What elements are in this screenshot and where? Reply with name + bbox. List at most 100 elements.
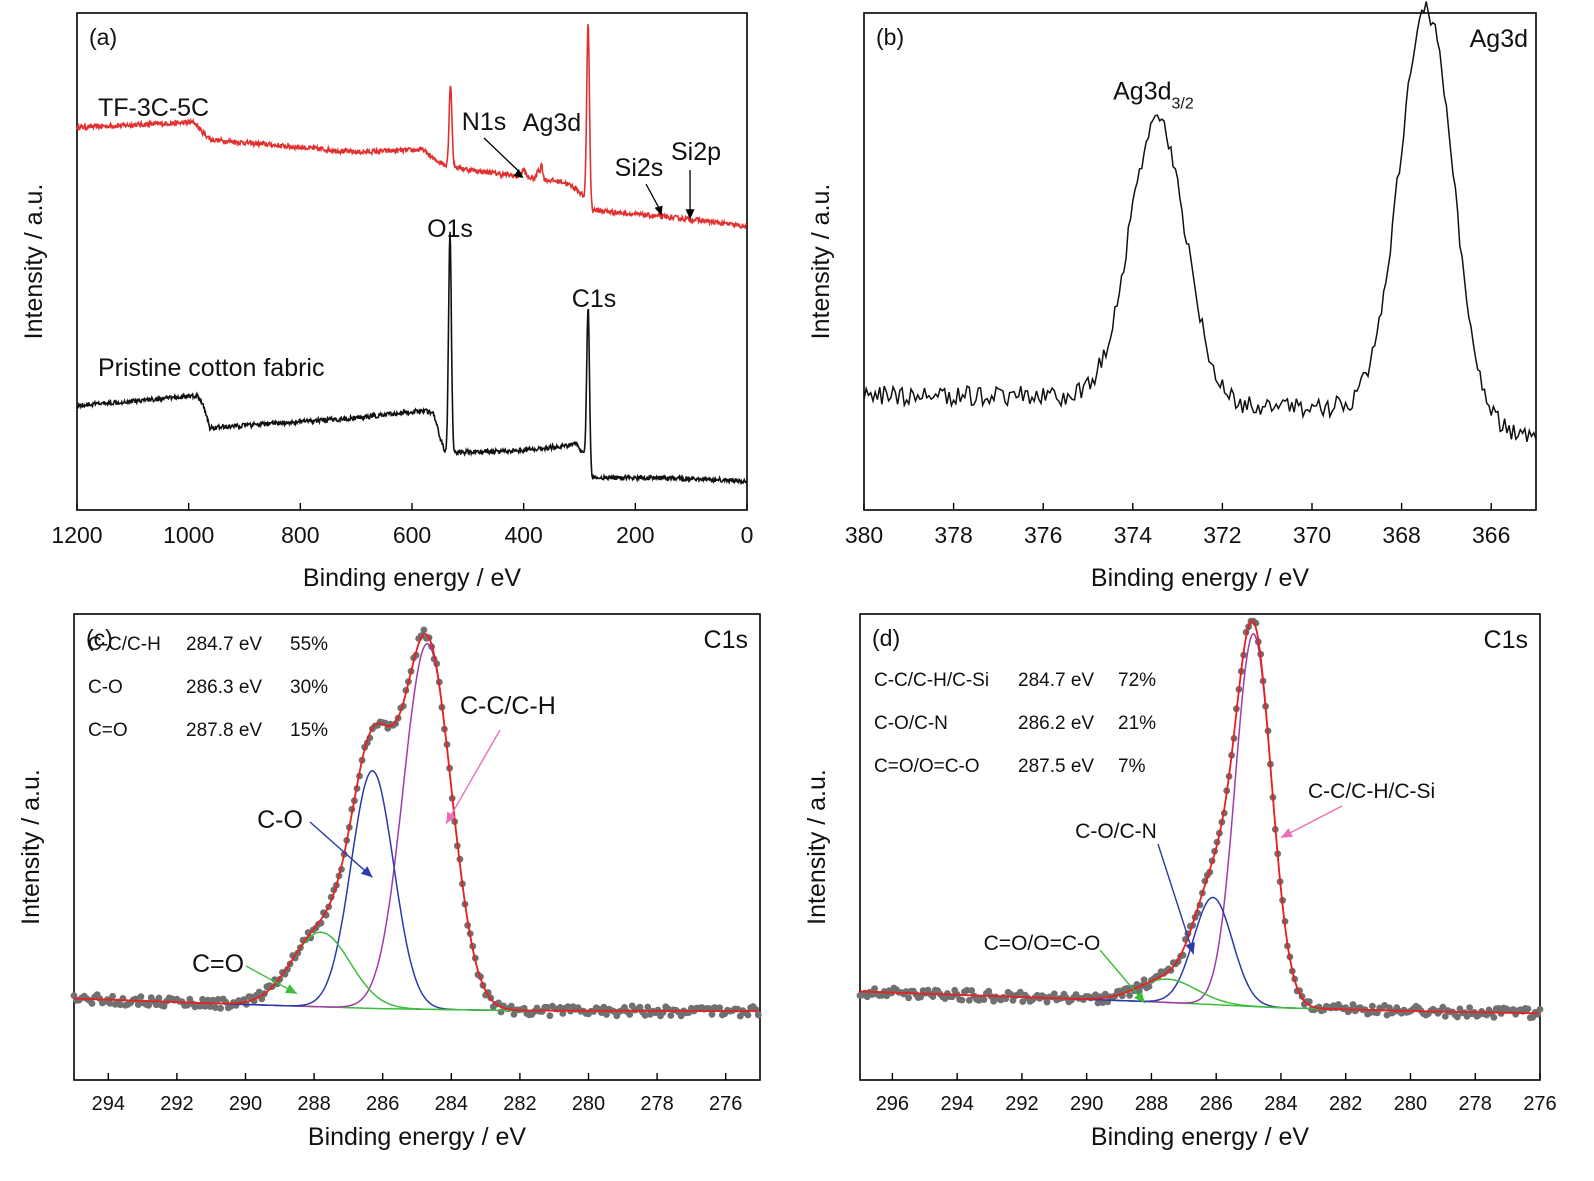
annotation-arrow: [1099, 949, 1146, 1004]
data-point: [1466, 1004, 1473, 1011]
data-point: [1536, 1006, 1544, 1013]
data-point: [626, 1011, 634, 1018]
y-axis-label: Intensity / a.u.: [17, 769, 45, 925]
legend-table-cell: 15%: [290, 720, 328, 741]
y-axis-label: Intensity / a.u.: [803, 769, 831, 925]
x-tick-label: 278: [1459, 1093, 1492, 1115]
data-point: [88, 1000, 96, 1007]
peak-annotation: C=O/O=C-O: [984, 932, 1101, 955]
data-point: [507, 1002, 515, 1010]
x-tick-label: 290: [229, 1093, 262, 1115]
y-axis-label: Intensity / a.u.: [20, 184, 48, 340]
peak-annotation: C-C/C-H: [460, 692, 556, 720]
x-tick-label: 276: [1523, 1093, 1556, 1115]
panel-c-c1s-pristine: 294 292 290 288 286 284 282 280 278 276 Binding en…: [17, 613, 762, 1151]
legend-table-cell: C-O/C-N: [874, 713, 948, 734]
data-point: [917, 993, 925, 1001]
annotation-arrow: [445, 729, 501, 825]
plot-frame: [76, 12, 748, 511]
data-point: [958, 996, 966, 1004]
data-point: [556, 1004, 564, 1011]
peak-annotation: Ag3d5/2: [1382, 0, 1463, 3]
chart-title: C1s: [1484, 626, 1528, 654]
data-point: [708, 1010, 716, 1018]
x-tick-label: 294: [940, 1093, 973, 1115]
legend-table-cell: 287.5 eV: [1018, 756, 1094, 777]
data-point: [1145, 983, 1153, 990]
peak-annotation: N1s: [462, 108, 506, 136]
data-point: [667, 1012, 675, 1019]
data-point: [109, 992, 116, 1000]
x-tick-label: 370: [1293, 522, 1331, 548]
data-point: [199, 995, 207, 1003]
x-tick-label: 292: [1005, 1093, 1038, 1115]
chart-title: C1s: [704, 626, 748, 654]
annotation-arrow: [1280, 805, 1343, 839]
data-point: [1386, 1004, 1393, 1012]
data-point: [965, 996, 973, 1004]
data-point: [736, 1012, 744, 1020]
data-point: [212, 1004, 219, 1011]
data-point: [1140, 976, 1148, 984]
data-point: [106, 1000, 114, 1007]
arrow-head: [1134, 991, 1145, 1004]
peak-annotation: C-O: [257, 806, 303, 834]
x-tick-label: 276: [709, 1093, 742, 1115]
data-point: [160, 1002, 168, 1010]
arrow-head: [1280, 828, 1294, 838]
data-point: [543, 1003, 551, 1011]
panel-b-ag3d-spectrum: 380 378 376 374 372 370 368 366 Binding energy /…: [807, 0, 1537, 592]
y-axis-label: Intensity / a.u.: [807, 184, 835, 340]
data-point: [1126, 992, 1133, 999]
panel-label: (d): [872, 625, 900, 651]
series-label: TF-3C-5C: [98, 94, 209, 122]
x-tick-label: 280: [1394, 1093, 1427, 1115]
data-point: [204, 996, 212, 1004]
x-tick-label: 282: [1329, 1093, 1362, 1115]
x-axis-label: Binding energy / eV: [303, 564, 522, 592]
data-point: [905, 994, 912, 1002]
x-tick-label: 296: [876, 1093, 909, 1115]
data-point: [134, 1001, 142, 1008]
data-point: [1016, 988, 1024, 996]
peak-annotation-main: Ag3d: [1113, 78, 1171, 106]
data-point: [214, 996, 222, 1003]
panel-d-c1s-treated: 296 294 292 290 288 286 284 282 280 278 276 Binding…: [803, 613, 1557, 1151]
data-point: [1369, 1002, 1376, 1010]
data-point: [559, 1010, 567, 1017]
x-tick-label: 376: [1024, 522, 1062, 548]
data-point: [636, 1003, 644, 1011]
x-tick-label: 286: [366, 1093, 399, 1115]
peak-annotation-sub: 5/2: [1440, 0, 1462, 3]
data-point: [217, 1004, 225, 1012]
data-point: [1123, 985, 1131, 992]
annotation-arrow: [1157, 843, 1195, 955]
x-axis-label: Binding energy / eV: [1091, 564, 1310, 592]
data-point: [183, 1001, 191, 1009]
data-point: [644, 1003, 652, 1011]
legend-table-cell: 30%: [290, 677, 328, 698]
legend-table-cell: C=O: [88, 720, 128, 741]
arrow-head: [446, 811, 456, 824]
series-line-tf-3c-5c: [76, 24, 748, 230]
x-tick-label: 280: [572, 1093, 605, 1115]
x-tick-label: 290: [1070, 1093, 1103, 1115]
peak-annotation: Ag3d3/2: [1113, 78, 1194, 113]
data-point: [1043, 998, 1051, 1006]
data-point: [871, 985, 878, 993]
peak-annotation: Si2s: [615, 154, 664, 182]
legend-table-cell: 21%: [1118, 713, 1156, 734]
x-tick-label: 284: [435, 1093, 468, 1115]
legend-table-cell: 284.7 eV: [186, 634, 262, 655]
data-point: [196, 1002, 204, 1010]
x-tick-label: 0: [741, 522, 754, 548]
x-tick-label: 366: [1472, 522, 1510, 548]
data-point: [1019, 998, 1027, 1005]
data-point: [980, 996, 988, 1003]
annotation-arrow: [483, 137, 523, 175]
data-point: [963, 986, 971, 994]
data-point: [209, 996, 217, 1004]
peak-annotation: C=O: [192, 950, 244, 978]
data-point: [883, 992, 891, 1000]
